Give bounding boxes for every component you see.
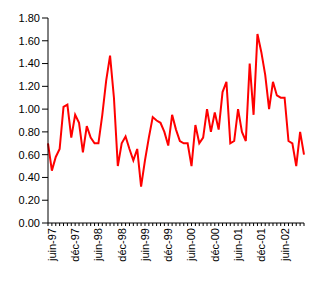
svg-text:juin-98: juin-98 [92,228,104,262]
svg-text:1.80: 1.80 [19,12,40,24]
svg-text:juin-97: juin-97 [46,228,58,262]
svg-text:juin-02: juin-02 [279,228,291,262]
svg-text:0.20: 0.20 [19,194,40,206]
svg-text:0.40: 0.40 [19,171,40,183]
svg-text:déc-98: déc-98 [116,228,128,262]
svg-text:0.80: 0.80 [19,126,40,138]
svg-text:juin-99: juin-99 [139,228,151,262]
svg-text:0.00: 0.00 [19,217,40,229]
svg-text:déc-01: déc-01 [255,228,267,262]
svg-text:déc-00: déc-00 [209,228,221,262]
svg-text:juin-00: juin-00 [185,228,197,262]
svg-text:1.40: 1.40 [19,57,40,69]
svg-text:0.60: 0.60 [19,149,40,161]
svg-text:1.60: 1.60 [19,35,40,47]
svg-text:juin-01: juin-01 [232,228,244,262]
svg-text:déc-99: déc-99 [162,228,174,262]
svg-text:1.00: 1.00 [19,103,40,115]
svg-text:1.20: 1.20 [19,80,40,92]
svg-text:déc-97: déc-97 [69,228,81,262]
